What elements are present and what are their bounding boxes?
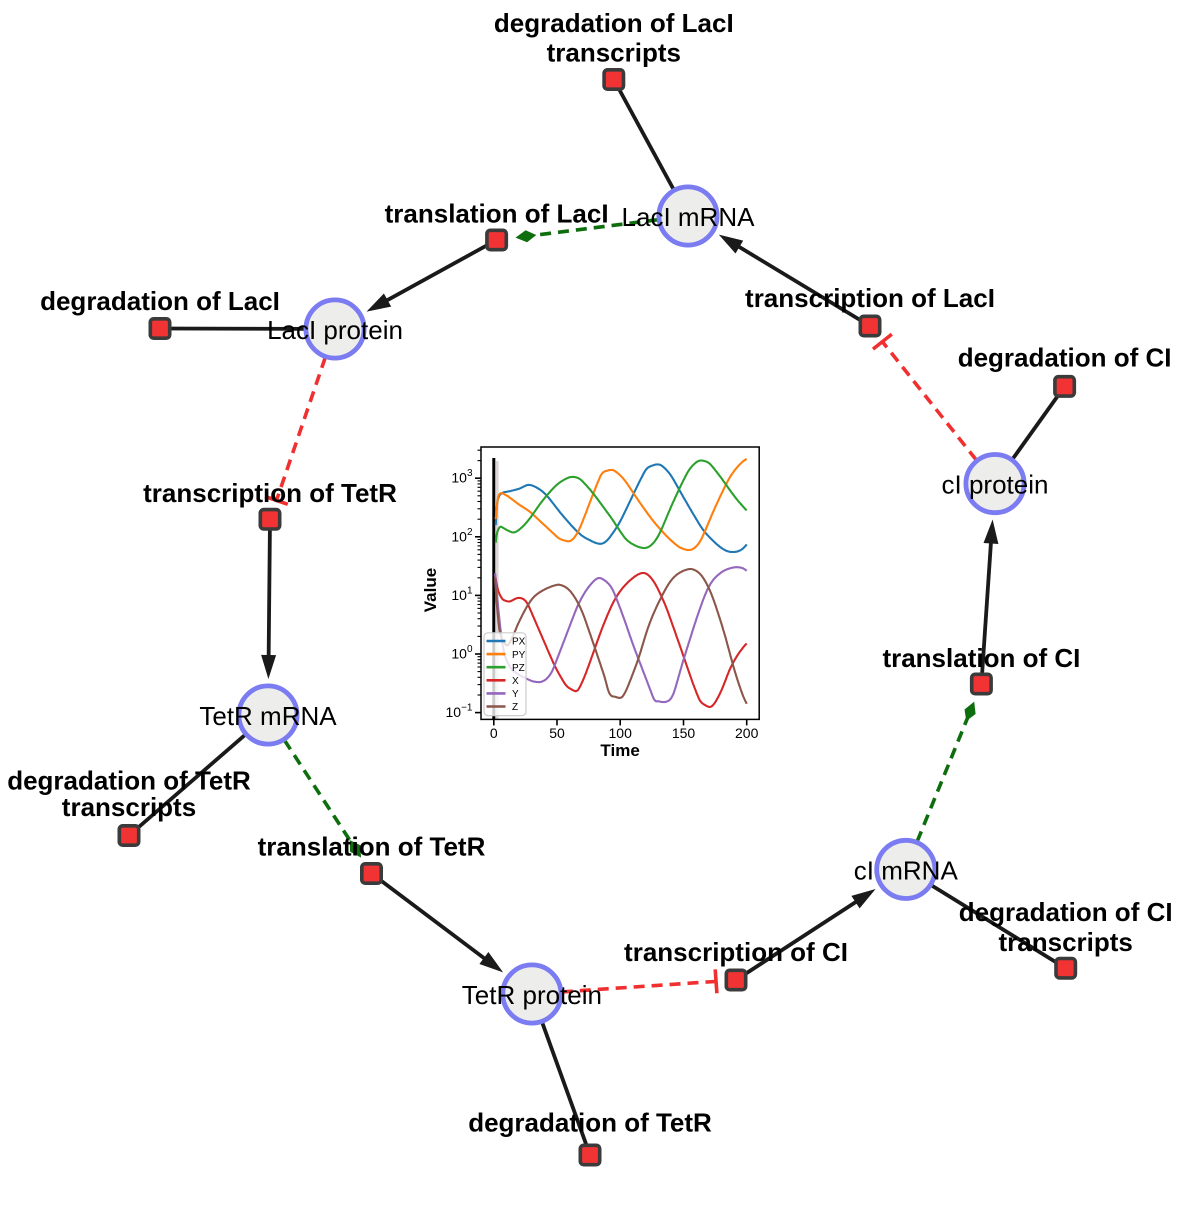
svg-text:translation of CI: translation of CI [882,643,1080,673]
svg-text:100: 100 [609,725,633,741]
svg-text:degradation of CI: degradation of CI [958,343,1172,373]
svg-text:PX: PX [512,637,526,648]
svg-text:translation of TetR: translation of TetR [258,832,486,862]
svg-text:101: 101 [451,585,473,603]
svg-text:degradation of TetR: degradation of TetR [7,766,251,796]
svg-text:200: 200 [735,725,759,741]
svg-text:transcripts: transcripts [999,927,1133,957]
svg-text:LacI mRNA: LacI mRNA [622,202,756,232]
svg-text:transcripts: transcripts [547,37,681,67]
svg-text:X: X [512,676,519,687]
svg-text:transcripts: transcripts [62,792,196,822]
svg-text:transcription of LacI: transcription of LacI [745,283,995,313]
svg-text:cI protein: cI protein [942,470,1049,500]
svg-text:Time: Time [600,741,639,760]
svg-text:10−1: 10−1 [446,703,473,721]
svg-text:cI mRNA: cI mRNA [854,855,959,885]
svg-text:translation of LacI: translation of LacI [385,198,609,228]
svg-text:50: 50 [549,725,565,741]
svg-text:Value: Value [421,568,440,612]
svg-text:Z: Z [512,702,518,713]
svg-text:TetR mRNA: TetR mRNA [199,701,337,731]
svg-text:LacI protein: LacI protein [267,315,403,345]
svg-text:PZ: PZ [512,663,525,674]
svg-text:degradation of LacI: degradation of LacI [40,286,280,316]
svg-text:102: 102 [451,527,473,545]
svg-text:degradation of LacI: degradation of LacI [494,8,734,38]
svg-text:transcription of CI: transcription of CI [624,937,848,967]
svg-text:103: 103 [451,468,473,486]
svg-text:Y: Y [512,689,519,700]
svg-text:degradation of TetR: degradation of TetR [468,1108,712,1138]
svg-text:degradation of CI: degradation of CI [959,897,1173,927]
svg-text:TetR protein: TetR protein [462,980,602,1010]
svg-text:150: 150 [672,725,696,741]
svg-text:0: 0 [490,725,498,741]
svg-text:PY: PY [512,650,526,661]
svg-text:transcription of TetR: transcription of TetR [143,478,397,508]
svg-text:100: 100 [451,644,473,662]
